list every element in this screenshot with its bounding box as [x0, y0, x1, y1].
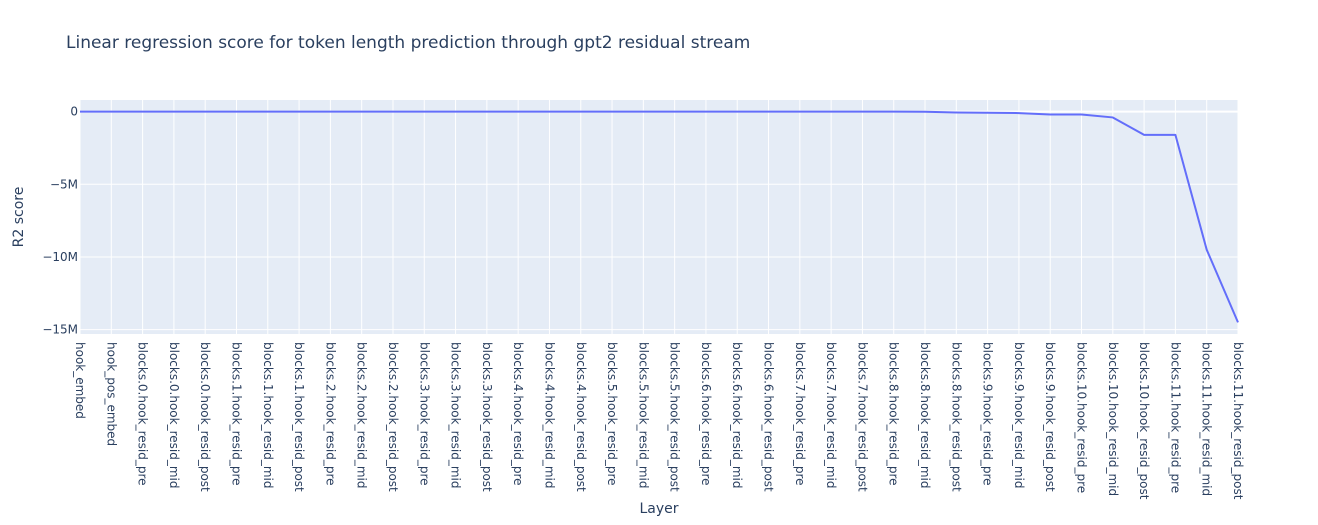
x-tick-label: blocks.3.hook_resid_pre: [417, 342, 431, 486]
x-tick-label: blocks.1.hook_resid_post: [292, 342, 306, 492]
y-tick-label: −5M: [50, 177, 78, 191]
x-tick-label: blocks.8.hook_resid_post: [949, 342, 963, 492]
x-tick-label: blocks.1.hook_resid_mid: [261, 342, 275, 489]
x-tick-label: blocks.7.hook_resid_pre: [793, 342, 807, 486]
x-tick-label: blocks.8.hook_resid_pre: [887, 342, 901, 486]
x-tick-label: blocks.9.hook_resid_post: [1043, 342, 1057, 492]
x-tick-label: blocks.11.hook_resid_pre: [1168, 342, 1182, 493]
x-tick-label: blocks.10.hook_resid_post: [1137, 342, 1151, 500]
x-tick-label: blocks.6.hook_resid_post: [762, 342, 776, 492]
x-tick-label: blocks.3.hook_resid_mid: [449, 342, 463, 489]
y-tick-label: 0: [70, 105, 78, 119]
y-axis-label: R2 score: [11, 187, 27, 248]
plot-area: [80, 100, 1238, 334]
x-tick-label: blocks.5.hook_resid_post: [668, 342, 682, 492]
x-tick-label: blocks.9.hook_resid_pre: [981, 342, 995, 486]
x-tick-label: blocks.11.hook_resid_mid: [1200, 342, 1214, 496]
y-tick-label: −10M: [42, 250, 78, 264]
x-tick-label: blocks.8.hook_resid_mid: [918, 342, 932, 489]
x-tick-label: blocks.5.hook_resid_mid: [636, 342, 650, 489]
x-tick-label: blocks.10.hook_resid_pre: [1075, 342, 1089, 493]
x-tick-label: blocks.0.hook_resid_pre: [136, 342, 150, 486]
x-tick-label: blocks.2.hook_resid_post: [386, 342, 400, 492]
x-tick-label: blocks.1.hook_resid_pre: [229, 342, 243, 486]
x-tick-label: blocks.10.hook_resid_mid: [1106, 342, 1120, 496]
x-tick-label: blocks.4.hook_resid_pre: [511, 342, 525, 486]
y-tick-labels: 0 −5M −10M −15M: [42, 105, 78, 337]
x-tick-label: blocks.5.hook_resid_pre: [605, 342, 619, 486]
x-tick-label: blocks.0.hook_resid_post: [198, 342, 212, 492]
x-tick-label: blocks.2.hook_resid_mid: [355, 342, 369, 489]
y-tick-label: −15M: [42, 323, 78, 337]
chart-title: Linear regression score for token length…: [66, 33, 751, 53]
x-tick-label: blocks.7.hook_resid_mid: [824, 342, 838, 489]
x-tick-label: hook_pos_embed: [104, 342, 118, 446]
x-axis-label: Layer: [639, 501, 678, 517]
x-tick-label: hook_embed: [73, 342, 87, 419]
series-line-group: [80, 110, 1239, 323]
x-tick-label: blocks.2.hook_resid_pre: [323, 342, 337, 486]
x-tick-label: blocks.6.hook_resid_mid: [730, 342, 744, 489]
x-tick-label: blocks.3.hook_resid_post: [480, 342, 494, 492]
x-tick-label: blocks.7.hook_resid_post: [855, 342, 869, 492]
x-tick-label: blocks.9.hook_resid_mid: [1012, 342, 1026, 489]
x-gridlines: [79, 100, 1239, 334]
x-tick-label: blocks.6.hook_resid_pre: [699, 342, 713, 486]
series-line: [80, 110, 1239, 323]
x-tick-label: blocks.0.hook_resid_mid: [167, 342, 181, 489]
x-tick-label: blocks.11.hook_resid_post: [1231, 342, 1245, 500]
x-tick-labels: hook_embed hook_pos_embed blocks.0.hook_re…: [73, 342, 1245, 500]
x-tick-label: blocks.4.hook_resid_post: [574, 342, 588, 492]
x-tick-label: blocks.4.hook_resid_mid: [542, 342, 556, 489]
